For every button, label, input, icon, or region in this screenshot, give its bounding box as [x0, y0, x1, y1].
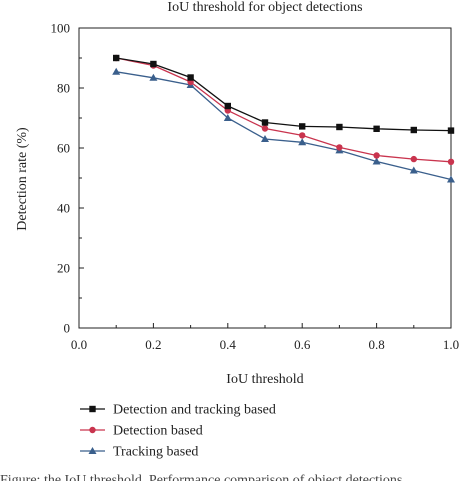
data-point — [261, 125, 269, 132]
x-axis-label: IoU threshold — [226, 372, 303, 387]
data-point — [261, 119, 269, 126]
legend-label: Detection based — [113, 424, 203, 439]
data-point — [447, 175, 455, 183]
x-tick-label: 0.4 — [220, 337, 237, 352]
chart-title: IoU threshold for object detections — [167, 0, 362, 15]
legend-marker — [88, 447, 97, 454]
legend: Detection and tracking based Detection ba… — [80, 403, 276, 460]
y-tick-label: 0 — [64, 321, 71, 336]
ticks: 0.0 0.2 0.4 0.6 0.8 1.0 0 20 40 60 80 100 — [51, 21, 460, 353]
data-point — [336, 144, 343, 151]
x-tick-label: 0.2 — [145, 337, 161, 352]
axes — [78, 27, 452, 329]
data-point — [373, 125, 380, 132]
data-point — [299, 132, 306, 139]
data-point — [224, 102, 231, 110]
legend-marker — [89, 405, 96, 413]
y-tick-label: 80 — [57, 81, 70, 96]
x-tick-label: 1.0 — [443, 337, 459, 352]
data-point — [447, 127, 455, 134]
series-line — [116, 57, 452, 132]
data-point — [112, 67, 121, 75]
data-point — [409, 166, 418, 174]
series-square — [113, 54, 455, 134]
series-group — [112, 54, 455, 183]
data-point — [447, 158, 455, 165]
x-tick-label: 0.6 — [294, 337, 311, 352]
data-point — [410, 126, 417, 134]
y-tick-label: 100 — [51, 21, 71, 36]
y-tick-label: 40 — [57, 201, 70, 216]
data-point — [373, 152, 380, 159]
data-point — [410, 155, 417, 163]
data-point — [261, 135, 269, 142]
y-tick-label: 60 — [57, 141, 70, 156]
series-circle — [113, 54, 455, 165]
plot-frame — [78, 27, 452, 329]
data-point — [372, 157, 381, 165]
legend-label: Detection and tracking based — [113, 403, 276, 418]
data-point — [298, 138, 307, 146]
series-line — [116, 57, 452, 163]
y-axis-label: Detection rate (%) — [15, 127, 30, 231]
legend-label: Tracking based — [113, 445, 198, 460]
data-point — [149, 73, 158, 81]
legend-marker — [89, 426, 96, 434]
x-tick-label: 0.0 — [71, 337, 87, 352]
data-point — [150, 60, 157, 68]
data-point — [336, 123, 343, 131]
series-triangle — [112, 67, 455, 183]
figure-caption: Figure: the IoU threshold. Performance c… — [0, 473, 403, 481]
data-point — [299, 123, 306, 130]
data-point — [187, 74, 194, 81]
x-tick-label: 0.8 — [368, 337, 384, 352]
data-point — [223, 114, 232, 121]
series-line — [116, 71, 452, 181]
data-point — [113, 54, 120, 62]
y-tick-label: 20 — [57, 261, 70, 276]
